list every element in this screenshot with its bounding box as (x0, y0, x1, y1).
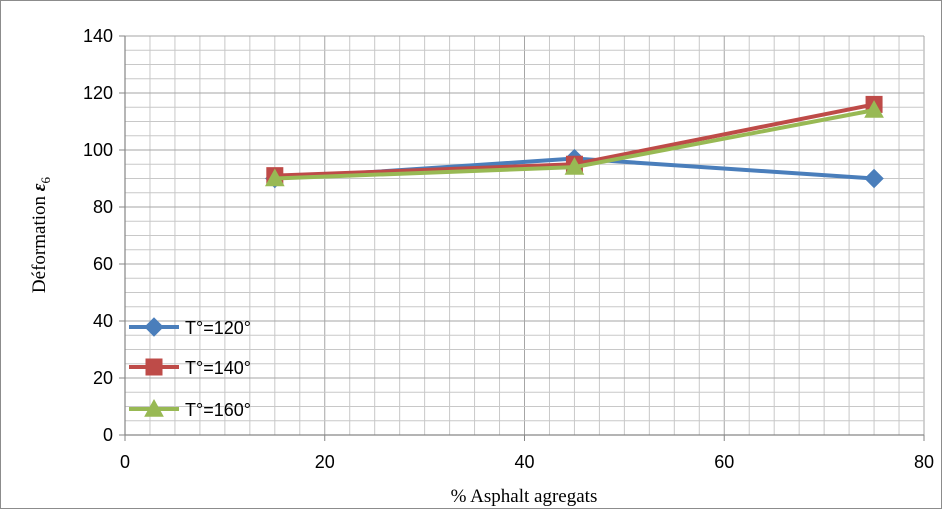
x-axis-title: % Asphalt agregats (451, 486, 598, 507)
triangle-marker (144, 398, 164, 417)
legend-label: T°=120° (185, 318, 251, 338)
square-marker (145, 358, 163, 376)
triangle-marker (864, 100, 884, 118)
triangle-marker (564, 157, 585, 175)
y-tick-label: 100 (83, 140, 113, 160)
axes (119, 35, 925, 441)
y-tick-label: 0 (103, 425, 113, 445)
x-tick-label: 0 (120, 452, 130, 472)
tick-labels: 0 20 40 60 80 100 120 140 0 20 40 60 80 (83, 26, 934, 472)
series-3 (264, 100, 884, 187)
y-axis-title-text: Déformation (29, 191, 50, 293)
y-tick-label: 60 (93, 254, 113, 274)
legend-item: T°=120° (129, 317, 251, 338)
y-axis-title-symbol: ε (29, 183, 50, 191)
legend-label: T°=140° (185, 358, 251, 378)
y-tick-label: 120 (83, 83, 113, 103)
series-lines (264, 95, 884, 189)
y-axis-title: Déformation ε6 (29, 176, 53, 293)
diamond-marker (864, 168, 884, 189)
triangle-marker (264, 168, 285, 187)
gridlines (124, 35, 925, 436)
y-tick-label: 140 (83, 26, 113, 46)
diamond-marker (144, 317, 164, 337)
legend-item: T°=140° (129, 358, 251, 378)
y-tick-label: 20 (93, 368, 113, 388)
x-tick-label: 20 (315, 452, 335, 472)
y-axis-title-subscript: 6 (38, 176, 53, 183)
x-tick-label: 80 (914, 452, 934, 472)
x-tick-label: 40 (514, 452, 534, 472)
y-tick-label: 40 (93, 311, 113, 331)
x-tick-label: 60 (714, 452, 734, 472)
legend: T°=120° T°=140° T°=160° (129, 317, 251, 420)
legend-label: T°=160° (185, 400, 251, 420)
legend-item: T°=160° (129, 398, 251, 420)
y-tick-label: 80 (93, 197, 113, 217)
